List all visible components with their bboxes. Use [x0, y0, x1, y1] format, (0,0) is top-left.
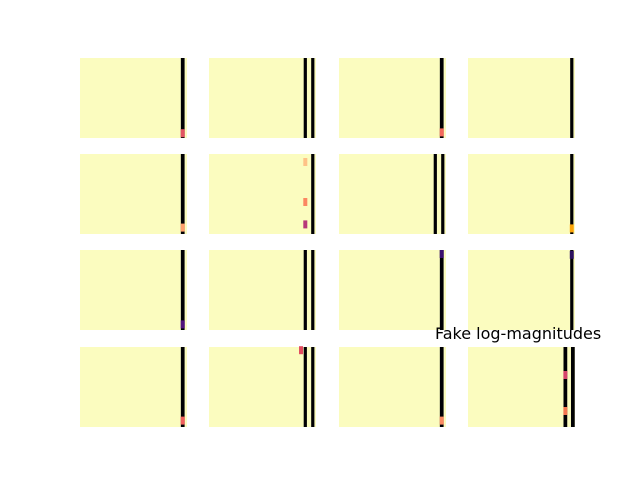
panel-r2-c3	[339, 154, 446, 234]
panel-heatmap	[468, 347, 575, 427]
heatmap-dark-stripe	[440, 250, 444, 330]
heatmap-dark-stripe	[440, 347, 444, 427]
heatmap-hotspot	[303, 158, 307, 166]
panel-r2-c1	[80, 154, 187, 234]
heatmap-hotspot	[181, 417, 185, 425]
heatmap-hotspot	[181, 320, 185, 328]
heatmap-dark-stripe	[434, 154, 437, 234]
heatmap-hotspot	[440, 128, 444, 136]
heatmap-dark-stripe	[570, 154, 573, 234]
panel-r2-c4	[468, 154, 575, 234]
heatmap-hotspot	[181, 224, 185, 232]
panel-r4-c2	[209, 346, 316, 427]
heatmap-hotspot	[440, 250, 444, 258]
heatmap-dark-stripe	[181, 154, 185, 234]
panel-r4-c3	[339, 347, 446, 427]
heatmap-dark-stripe	[570, 250, 573, 330]
heatmap-dark-stripe	[304, 250, 307, 330]
panel-heatmap	[468, 250, 575, 330]
panel-r1-c4	[468, 58, 575, 138]
panel-heatmap	[339, 154, 446, 234]
heatmap-dark-stripe	[440, 58, 444, 138]
annotation-label: Fake log-magnitudes	[435, 324, 601, 343]
panel-r3-c3	[339, 250, 446, 330]
panel-r1-c2	[209, 58, 316, 138]
heatmap-hotspot	[303, 198, 307, 206]
panel-r1-c1	[80, 58, 187, 138]
heatmap-hotspot	[181, 129, 185, 137]
heatmap-hotspot	[440, 417, 444, 425]
panel-r3-c1	[80, 250, 187, 330]
panel-r1-c3	[339, 58, 446, 138]
heatmap-dark-stripe	[311, 154, 314, 234]
heatmap-hotspot	[299, 346, 303, 354]
heatmap-dark-stripe	[181, 347, 185, 427]
heatmap-hotspot	[303, 220, 307, 228]
heatmap-hotspot	[570, 224, 574, 232]
panel-heatmap	[80, 347, 187, 427]
heatmap-dark-stripe	[311, 58, 314, 138]
heatmap-dark-stripe	[304, 347, 307, 427]
panel-r2-c2	[209, 154, 316, 234]
heatmap-dark-stripe	[304, 58, 307, 138]
heatmap-dark-stripe	[570, 58, 573, 138]
panel-heatmap	[339, 250, 446, 330]
heatmap-dark-stripe	[441, 154, 444, 234]
heatmap-hotspot	[563, 407, 567, 415]
heatmap-dark-stripe	[181, 250, 185, 330]
heatmap-dark-stripe	[311, 250, 314, 330]
panel-r4-c1	[80, 347, 187, 427]
heatmap-dark-stripe	[311, 347, 314, 427]
panel-heatmap	[209, 250, 316, 330]
heatmap-hotspot	[570, 251, 574, 259]
panel-heatmap	[209, 154, 316, 234]
panel-heatmap	[80, 154, 187, 234]
heatmap-hotspot	[563, 371, 567, 379]
panel-r3-c4	[468, 250, 575, 330]
panel-heatmap	[339, 347, 446, 427]
panel-heatmap	[468, 58, 575, 138]
panel-heatmap	[209, 58, 316, 138]
panel-heatmap	[80, 250, 187, 330]
panel-heatmap	[80, 58, 187, 138]
heatmap-dark-stripe	[571, 347, 575, 427]
panel-heatmap	[339, 58, 446, 138]
panel-heatmap	[468, 154, 575, 234]
panel-r3-c2	[209, 250, 316, 330]
panel-heatmap	[209, 347, 316, 427]
panel-r4-c4	[468, 347, 575, 427]
heatmap-dark-stripe	[181, 58, 185, 138]
